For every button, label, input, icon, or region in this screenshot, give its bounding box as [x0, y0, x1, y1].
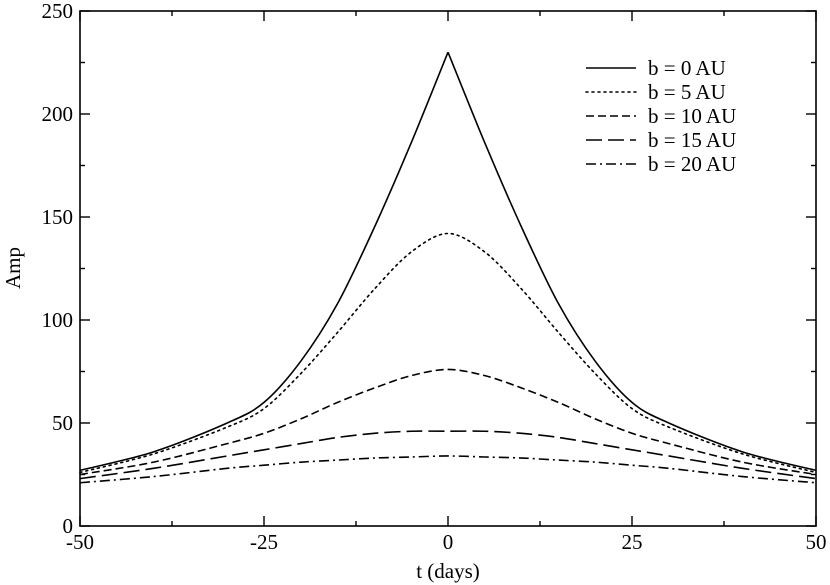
y-tick-label: 250: [42, 0, 74, 23]
y-tick-label: 150: [42, 205, 74, 229]
series-line-1: [79, 51, 817, 472]
y-tick-label: 200: [42, 102, 74, 126]
legend-label-5: b = 20 AU: [648, 152, 736, 176]
legend-label-4: b = 15 AU: [648, 128, 736, 152]
legend-label-1: b = 0 AU: [648, 56, 726, 80]
series-lines: [79, 51, 817, 484]
legend-label-2: b = 5 AU: [648, 80, 726, 104]
legend-label-3: b = 10 AU: [648, 104, 736, 128]
legend: b = 0 AUb = 5 AUb = 10 AUb = 15 AUb = 20…: [585, 56, 736, 176]
series-line-5: [79, 455, 817, 484]
y-tick-label: 0: [63, 514, 74, 538]
y-axis-title: Amp: [1, 247, 25, 289]
x-tick-label: 25: [622, 530, 643, 554]
x-tick-label: 0: [443, 530, 454, 554]
y-tick-label: 100: [42, 308, 74, 332]
x-tick-label: -25: [250, 530, 278, 554]
series-line-2: [79, 232, 817, 474]
series-line-3: [79, 368, 817, 476]
x-axis: -50 -25 0 25 50: [66, 11, 827, 554]
y-tick-label: 50: [52, 411, 73, 435]
y-axis: 0 50 100 150 200 250: [42, 0, 816, 538]
x-axis-title: t (days): [416, 559, 480, 583]
x-tick-label: 50: [806, 530, 827, 554]
x-tick-label: -50: [66, 530, 94, 554]
